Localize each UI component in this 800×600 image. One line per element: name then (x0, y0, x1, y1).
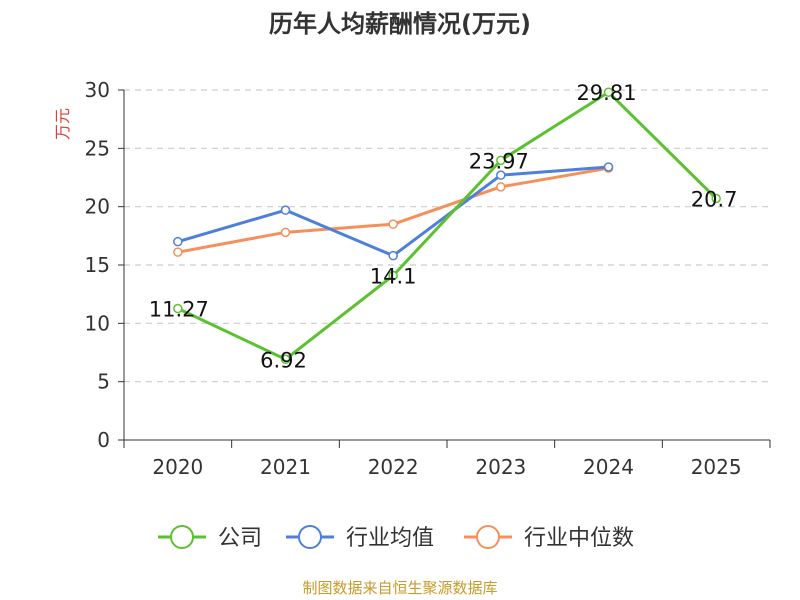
legend-item[interactable]: 行业中位数 (464, 525, 634, 551)
source-footer: 制图数据来自恒生聚源数据库 (302, 579, 497, 597)
data-point (280, 205, 291, 215)
data-label: 23.97 (469, 149, 529, 173)
data-point (280, 354, 291, 365)
data-point (388, 270, 398, 281)
series-line-0 (177, 90, 718, 361)
data-point (496, 170, 506, 180)
data-point (173, 303, 183, 314)
data-label: 20.7 (691, 188, 738, 212)
y-tick-label: 25 (85, 136, 110, 160)
data-point (603, 87, 614, 97)
legend-marker (170, 525, 194, 549)
data-label: 29.81 (576, 81, 636, 105)
data-point (173, 236, 183, 247)
y-tick-label: 0 (97, 428, 110, 452)
x-tick-label: 2022 (368, 455, 419, 479)
legend-label: 行业中位数 (524, 526, 634, 551)
x-tick-label: 2020 (152, 455, 203, 479)
y-tick-label: 15 (85, 253, 110, 277)
legend-item[interactable]: 行业均值 (286, 525, 434, 551)
series-lines (173, 87, 721, 365)
data-point (603, 162, 614, 172)
legend-marker (476, 525, 500, 549)
x-tick-label: 2025 (691, 455, 742, 479)
grid-lines (124, 89, 770, 383)
data-labels: 11.27 6.92 14.1 23.97 29.81 20.7 (149, 81, 738, 372)
x-tick-label: 2021 (260, 455, 311, 479)
y-tick-label: 10 (85, 311, 110, 335)
data-label: 6.92 (260, 348, 307, 372)
y-tick-label: 30 (85, 78, 110, 102)
legend[interactable]: 公司 行业均值 行业中位数 (158, 525, 634, 551)
legend-item[interactable]: 公司 (158, 525, 262, 551)
legend-label: 行业均值 (346, 526, 434, 551)
y-tick-label: 20 (85, 195, 110, 219)
data-point (711, 193, 721, 204)
y-tick-label: 5 (97, 370, 110, 394)
data-point (388, 219, 398, 229)
x-tick-label: 2024 (583, 455, 634, 479)
chart-title: 历年人均薪酬情况(万元) (269, 10, 531, 38)
legend-label: 公司 (218, 526, 262, 551)
data-point (388, 250, 398, 261)
y-axis-label: 万元 (53, 108, 72, 140)
data-point (496, 155, 506, 166)
data-label: 11.27 (149, 298, 209, 322)
series-line-2 (177, 166, 609, 254)
data-point (280, 227, 291, 238)
x-tick-label: 2023 (475, 455, 526, 479)
data-label: 14.1 (370, 265, 417, 289)
legend-marker (298, 525, 322, 549)
data-point (173, 247, 183, 257)
data-point (496, 182, 506, 192)
